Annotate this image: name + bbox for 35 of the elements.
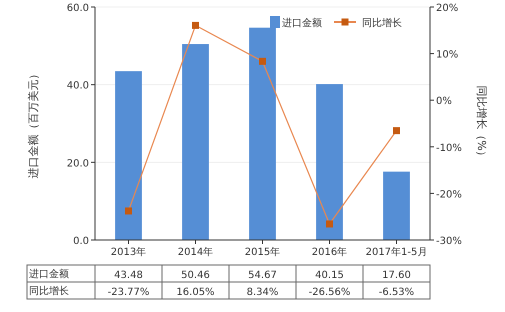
data-label: -26.56%	[308, 287, 350, 298]
x-tick-label: 2016年	[312, 246, 348, 258]
bar	[383, 172, 410, 240]
y2-tick-label: 20%	[436, 3, 458, 14]
y2-tick-label: -30%	[436, 236, 462, 247]
x-tick-label: 2013年	[110, 246, 146, 258]
data-label: 50.46	[181, 270, 210, 281]
data-label: 40.15	[315, 270, 344, 281]
data-label: 43.48	[114, 270, 143, 281]
text: 进口金额	[29, 269, 69, 280]
bar	[115, 71, 142, 240]
bar	[182, 44, 209, 240]
data-label: -23.77%	[108, 287, 150, 298]
x-tick-label: 2015年	[244, 246, 280, 258]
x-tick-label: 2017年1-5月	[366, 246, 428, 258]
data-label: 17.60	[382, 270, 411, 281]
data-label: 8.34%	[246, 287, 278, 298]
y-axis-title: 进口金额（百万美元）	[27, 68, 40, 178]
bar	[316, 84, 343, 240]
text: 同比增长	[29, 286, 69, 297]
data-label: 16.05%	[176, 287, 215, 298]
y-tick-label: 0.0	[73, 236, 89, 247]
y2-tick-label: -20%	[436, 189, 462, 200]
y2-tick-label: -10%	[436, 142, 462, 154]
y2-tick-label: 10%	[436, 50, 458, 61]
data-label: 54.67	[248, 270, 277, 281]
y2-tick-label: 0%	[436, 96, 452, 108]
y-tick-label: 60.0	[66, 3, 89, 14]
y2-axis-title: 同比增长（%）	[475, 85, 488, 162]
data-label: -6.53%	[378, 287, 414, 298]
legend-label: 同比增长	[362, 17, 402, 29]
x-tick-label: 2014年	[178, 246, 214, 258]
y-tick-label: 20.0	[66, 158, 89, 170]
legend-label: 进口金额	[282, 17, 322, 29]
y-tick-label: 40.0	[66, 80, 89, 92]
